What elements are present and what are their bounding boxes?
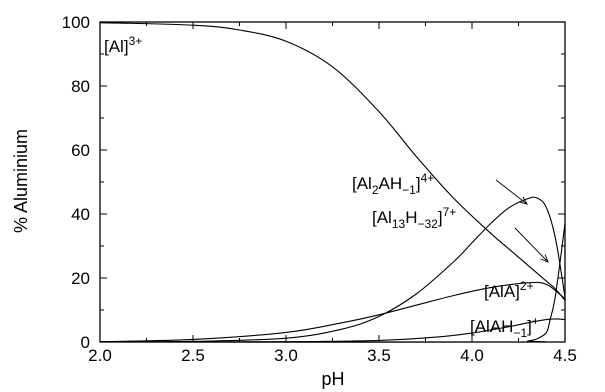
label-part: −1 xyxy=(402,183,416,197)
x-tick-label: 3.5 xyxy=(367,346,391,365)
label-al2ah: [Al2AH−1]4+ xyxy=(352,171,434,197)
arrow-shaft xyxy=(515,228,548,262)
label-part: [AlA] xyxy=(484,282,520,301)
arrow-shaft xyxy=(496,180,527,204)
label-ala: [AlA]2+ xyxy=(484,279,534,301)
y-tick-label: 40 xyxy=(71,205,90,224)
arrow-al13 xyxy=(515,228,548,262)
series-al3-line xyxy=(100,23,565,301)
annotation-layer: [Al]3+[Al2AH−1]4+[Al13H−32]7+[AlA]2+[AlA… xyxy=(104,34,548,340)
label-part: AH xyxy=(379,174,403,193)
y-tick-label: 80 xyxy=(71,77,90,96)
label-part: 4+ xyxy=(421,171,435,185)
label-part: 7+ xyxy=(443,205,457,219)
y-tick-label: 0 xyxy=(81,333,90,352)
y-tick-label: 100 xyxy=(62,13,90,32)
y-axis-label: % Aluminium xyxy=(11,129,31,233)
y-tick-label: 60 xyxy=(71,141,90,160)
x-axis-label: pH xyxy=(321,369,344,389)
label-part: [AlAH xyxy=(470,317,513,336)
label-part: [Al xyxy=(352,174,372,193)
label-al13: [Al13H−32]7+ xyxy=(372,205,456,231)
x-tick-label: 2.0 xyxy=(88,346,112,365)
label-part: 13 xyxy=(392,217,406,231)
x-tick-label: 4.0 xyxy=(460,346,484,365)
label-part: [Al xyxy=(372,208,392,227)
label-part: H xyxy=(405,208,417,227)
arrow-al2ah xyxy=(496,180,527,204)
label-al3: [Al]3+ xyxy=(104,34,142,56)
x-tick-label: 3.0 xyxy=(274,346,298,365)
label-part: −1 xyxy=(513,326,527,340)
label-part: + xyxy=(532,314,539,328)
label-part: 3+ xyxy=(129,34,143,48)
axes: 2.0 2.5 3.0 3.5 4.0 4.5 0 20 40 60 80 100 xyxy=(62,13,577,365)
x-tick-label: 4.5 xyxy=(553,346,577,365)
label-part: [Al] xyxy=(104,37,129,56)
y-tick-label: 20 xyxy=(71,269,90,288)
label-part: 2+ xyxy=(520,279,534,293)
label-alah: [AlAH−1]+ xyxy=(470,314,539,340)
x-tick-label: 2.5 xyxy=(181,346,205,365)
label-part: −32 xyxy=(417,217,438,231)
